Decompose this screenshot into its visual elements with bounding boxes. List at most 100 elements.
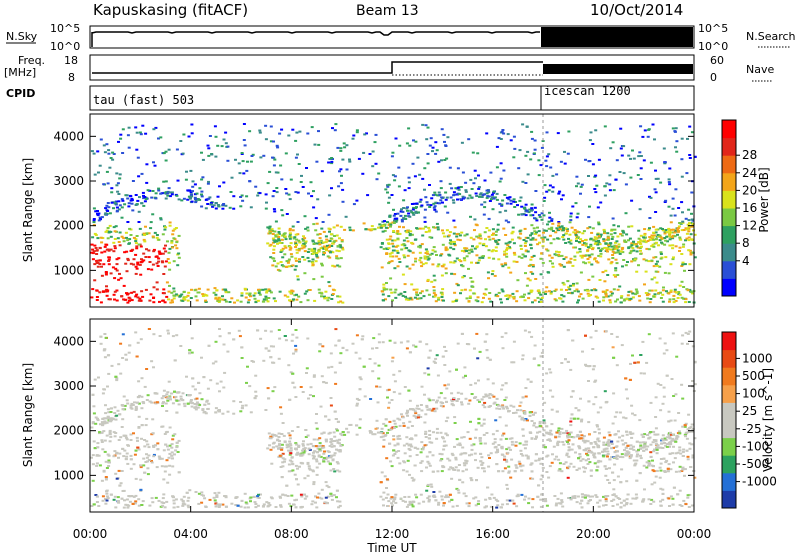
echo-cell [549,260,552,262]
echo-cell [445,420,448,422]
echo-cell [404,189,407,191]
echo-cell [113,277,116,279]
echo-cell [330,397,333,399]
echo-cell [227,291,230,293]
echo-cell [259,192,262,194]
echo-cell [119,204,122,206]
echo-cell [672,461,675,463]
echo-cell [331,127,334,129]
echo-cell [631,413,634,415]
echo-cell [472,292,475,294]
echo-cell [441,275,444,277]
echo-cell [615,411,618,413]
echo-cell [377,401,380,403]
echo-cell [386,478,389,480]
echo-cell [335,496,338,498]
echo-cell [345,144,348,146]
echo-cell [648,128,651,130]
echo-cell [468,505,471,507]
echo-cell [174,244,177,246]
echo-cell [446,229,449,231]
echo-cell [428,399,431,401]
echo-cell [102,183,105,185]
echo-cell [679,294,682,296]
echo-cell [597,411,600,413]
echo-cell [384,434,387,436]
echo-cell [349,229,352,231]
echo-cell [128,147,131,149]
echo-cell [279,291,282,293]
echo-cell [496,504,499,506]
echo-cell [501,384,504,386]
echo-cell [311,126,314,128]
echo-cell [323,231,326,233]
echo-cell [625,264,628,266]
echo-cell [512,227,515,229]
echo-cell [441,288,444,290]
echo-cell [316,467,319,469]
echo-cell [116,191,119,193]
echo-cell [185,179,188,181]
echo-cell [426,153,429,155]
echo-cell [485,333,488,335]
echo-cell [604,475,607,477]
echo-cell [669,263,672,265]
echo-cell [444,206,447,208]
echo-cell [95,253,98,255]
echo-cell [288,503,291,505]
echo-cell [540,506,543,508]
echo-cell [307,193,310,195]
echo-cell [660,458,663,460]
echo-cell [308,465,311,467]
echo-cell [141,377,144,379]
echo-cell [163,292,166,294]
echo-cell [482,297,485,299]
y-tick-label: 2000 [53,219,84,233]
echo-cell [192,180,195,182]
echo-cell [505,484,508,486]
echo-cell [461,276,464,278]
echo-cell [151,501,154,503]
echo-cell [593,456,596,458]
echo-cell [474,382,477,384]
echo-cell [555,504,558,506]
echo-cell [604,243,607,245]
echo-cell [288,299,291,301]
echo-cell [145,368,148,370]
echo-cell [400,342,403,344]
echo-cell [637,155,640,157]
echo-cell [623,300,626,302]
echo-cell [170,242,173,244]
echo-cell [396,443,399,445]
echo-cell [483,193,486,195]
echo-cell [428,184,431,186]
echo-cell [419,228,422,230]
echo-cell [166,240,169,242]
echo-cell [431,150,434,152]
echo-cell [488,292,491,294]
echo-cell [664,229,667,231]
echo-cell [467,138,470,140]
echo-cell [579,251,582,253]
echo-cell [145,198,148,200]
echo-cell [385,282,388,284]
echo-cell [432,194,435,196]
echo-cell [537,159,540,161]
echo-cell [105,493,108,495]
echo-cell [565,233,568,235]
echo-cell [648,498,651,500]
echo-cell [620,468,623,470]
echo-cell [410,242,413,244]
echo-cell [263,503,266,505]
echo-cell [539,216,542,218]
echo-cell [635,460,638,462]
echo-cell [674,289,677,291]
echo-cell [493,198,496,200]
echo-cell [152,297,155,299]
echo-cell [140,438,143,440]
echo-cell [650,402,653,404]
echo-cell [245,293,248,295]
echo-cell [285,192,288,194]
echo-cell [442,134,445,136]
echo-cell [115,184,118,186]
